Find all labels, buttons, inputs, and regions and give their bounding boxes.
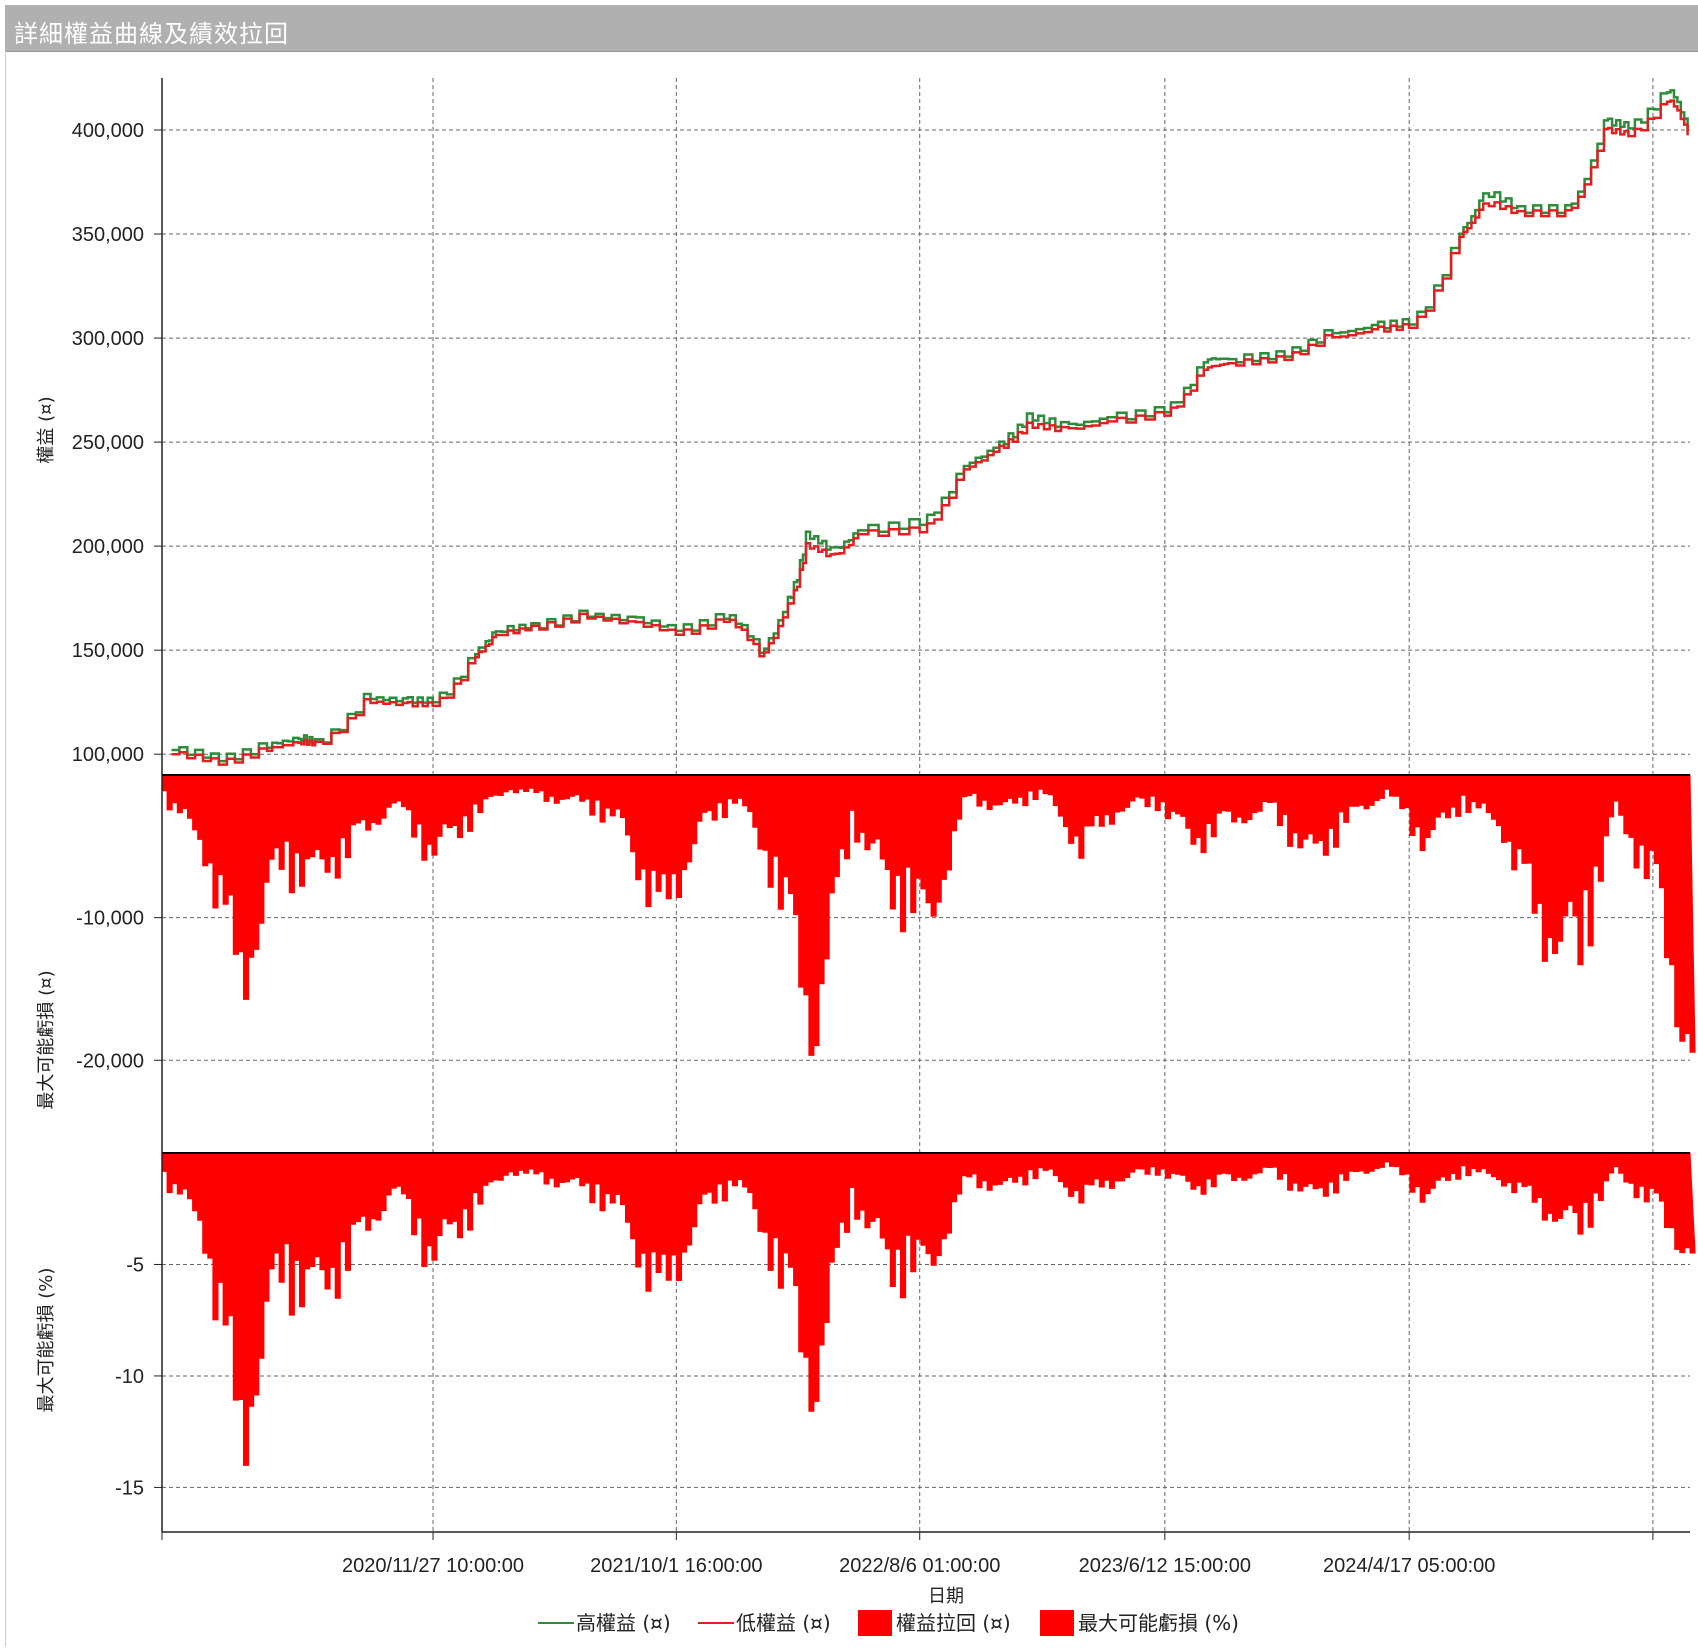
- legend-label: 低權益 (¤): [736, 1611, 831, 1635]
- x-tick-label: 2024/4/17 05:00:00: [1323, 1555, 1495, 1577]
- legend-label: 高權益 (¤): [576, 1611, 671, 1635]
- equity-panel: [171, 89, 1689, 766]
- y-tick-label: 350,000: [72, 224, 144, 246]
- y-tick-label: 250,000: [72, 432, 144, 454]
- y-axis-label: 最大可能虧損 (¤): [36, 970, 57, 1109]
- x-tick-label: 2022/8/6 01:00:00: [839, 1555, 1000, 1577]
- legend-swatch-box: [1040, 1610, 1074, 1636]
- low-equity-line: [171, 99, 1689, 766]
- axes: [154, 78, 1690, 1540]
- y-tick-label: -5: [126, 1254, 144, 1276]
- chart-frame: [5, 51, 1698, 1647]
- x-tick-label: 2023/6/12 15:00:00: [1079, 1555, 1251, 1577]
- y-axis-label: 最大可能虧損 (%): [36, 1268, 57, 1413]
- y-tick-label: 300,000: [72, 328, 144, 350]
- y-tick-label: 200,000: [72, 536, 144, 558]
- drawdown-percent-area: [161, 1152, 1696, 1466]
- y-tick-label: 400,000: [72, 120, 144, 142]
- y-tick-label: -10,000: [76, 908, 144, 930]
- y-tick-label: -15: [115, 1477, 144, 1499]
- y-tick-label: -10: [115, 1366, 144, 1388]
- drawdown-percent-panel: [161, 1152, 1696, 1466]
- drawdown-amount-panel: [161, 774, 1696, 1056]
- x-axis-label: 日期: [928, 1586, 964, 1607]
- legend: 高權益 (¤) 低權益 (¤) 權益拉回 (¤) 最大可能虧損 (%): [538, 1610, 1239, 1636]
- window-title: 詳細權益曲線及績效拉回: [14, 20, 289, 48]
- y-tick-label: -20,000: [76, 1050, 144, 1072]
- y-tick-label: 100,000: [72, 744, 144, 766]
- high-equity-line: [171, 89, 1689, 763]
- x-tick-label: 2021/10/1 16:00:00: [590, 1555, 762, 1577]
- title-bar: 詳細權益曲線及績效拉回: [5, 5, 1698, 52]
- y-tick-label: 150,000: [72, 640, 144, 662]
- axis-labels: 2020/11/27 10:00:00 2021/10/1 16:00:00 202…: [36, 120, 1495, 1607]
- grid-lines: [162, 78, 1690, 1532]
- x-tick-label: 2020/11/27 10:00:00: [342, 1555, 524, 1577]
- y-axis-label: 權益 (¤): [36, 396, 57, 463]
- legend-swatch-box: [858, 1610, 892, 1636]
- legend-label: 權益拉回 (¤): [896, 1611, 1011, 1635]
- legend-label: 最大可能虧損 (%): [1078, 1611, 1239, 1635]
- drawdown-amount-area: [161, 774, 1696, 1056]
